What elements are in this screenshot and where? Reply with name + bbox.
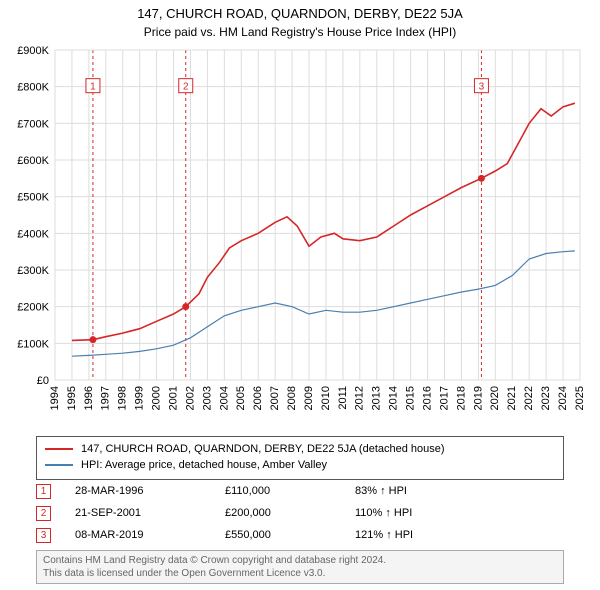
marker-hpi: 83% ↑ HPI	[355, 485, 505, 497]
svg-text:2019: 2019	[472, 386, 484, 410]
legend-label: 147, CHURCH ROAD, QUARNDON, DERBY, DE22 …	[81, 441, 445, 457]
svg-text:2013: 2013	[371, 386, 383, 410]
marker-badge: 1	[36, 484, 51, 499]
marker-date: 08-MAR-2019	[75, 529, 225, 541]
svg-text:£300K: £300K	[17, 265, 49, 277]
marker-table: 1 28-MAR-1996 £110,000 83% ↑ HPI 2 21-SE…	[36, 480, 564, 546]
legend-label: HPI: Average price, detached house, Ambe…	[81, 457, 327, 473]
marker-hpi: 110% ↑ HPI	[355, 507, 505, 519]
svg-text:2023: 2023	[540, 386, 552, 410]
svg-text:£0: £0	[37, 375, 49, 387]
svg-text:£500K: £500K	[17, 192, 49, 204]
marker-price: £200,000	[225, 507, 355, 519]
svg-text:2001: 2001	[167, 386, 179, 410]
marker-row: 1 28-MAR-1996 £110,000 83% ↑ HPI	[36, 480, 564, 502]
marker-row: 3 08-MAR-2019 £550,000 121% ↑ HPI	[36, 524, 564, 546]
legend-swatch	[45, 464, 73, 466]
svg-text:2000: 2000	[151, 386, 163, 410]
svg-text:1998: 1998	[117, 386, 129, 410]
svg-text:3: 3	[479, 82, 485, 93]
marker-date: 28-MAR-1996	[75, 485, 225, 497]
legend-swatch	[45, 448, 73, 450]
svg-text:£200K: £200K	[17, 302, 49, 314]
attribution-box: Contains HM Land Registry data © Crown c…	[36, 550, 564, 584]
title-subtitle: Price paid vs. HM Land Registry's House …	[0, 21, 600, 39]
marker-badge: 2	[36, 506, 51, 521]
svg-text:2008: 2008	[286, 386, 298, 410]
svg-text:2011: 2011	[337, 386, 349, 410]
marker-row: 2 21-SEP-2001 £200,000 110% ↑ HPI	[36, 502, 564, 524]
attribution-line: Contains HM Land Registry data © Crown c…	[43, 554, 557, 567]
svg-text:£800K: £800K	[17, 82, 49, 94]
marker-price: £110,000	[225, 485, 355, 497]
svg-text:2024: 2024	[557, 386, 569, 410]
svg-text:£100K: £100K	[17, 338, 49, 350]
legend-item: HPI: Average price, detached house, Ambe…	[45, 457, 555, 473]
svg-text:£600K: £600K	[17, 155, 49, 167]
svg-text:2: 2	[183, 82, 189, 93]
svg-text:2017: 2017	[438, 386, 450, 410]
svg-text:2018: 2018	[455, 386, 467, 410]
svg-text:2010: 2010	[320, 386, 332, 410]
svg-text:2016: 2016	[421, 386, 433, 410]
chart-area: £0 £100K £200K £300K £400K £500K £600K £700K £80…	[0, 44, 600, 430]
svg-text:2014: 2014	[388, 386, 400, 410]
chart-container: 147, CHURCH ROAD, QUARNDON, DERBY, DE22 …	[0, 0, 600, 590]
marker-hpi: 121% ↑ HPI	[355, 529, 505, 541]
svg-text:£700K: £700K	[17, 118, 49, 130]
svg-text:2022: 2022	[523, 386, 535, 410]
svg-text:1999: 1999	[134, 386, 146, 410]
legend: 147, CHURCH ROAD, QUARNDON, DERBY, DE22 …	[36, 436, 564, 480]
svg-text:2020: 2020	[489, 386, 501, 410]
svg-text:2015: 2015	[405, 386, 417, 410]
marker-badge: 3	[36, 528, 51, 543]
svg-text:2009: 2009	[303, 386, 315, 410]
svg-text:£900K: £900K	[17, 45, 49, 57]
svg-text:1995: 1995	[66, 386, 78, 410]
svg-text:2004: 2004	[218, 386, 230, 410]
marker-price: £550,000	[225, 529, 355, 541]
title-address: 147, CHURCH ROAD, QUARNDON, DERBY, DE22 …	[0, 0, 600, 21]
svg-text:1: 1	[90, 82, 96, 93]
svg-text:1994: 1994	[49, 386, 61, 410]
marker-date: 21-SEP-2001	[75, 507, 225, 519]
svg-text:2025: 2025	[574, 386, 586, 410]
svg-text:1996: 1996	[83, 386, 95, 410]
svg-text:1997: 1997	[100, 386, 112, 410]
svg-text:2006: 2006	[252, 386, 264, 410]
svg-text:2003: 2003	[201, 386, 213, 410]
svg-text:2007: 2007	[269, 386, 281, 410]
svg-text:2005: 2005	[235, 386, 247, 410]
svg-text:2002: 2002	[184, 386, 196, 410]
svg-text:£400K: £400K	[17, 228, 49, 240]
attribution-line: This data is licensed under the Open Gov…	[43, 567, 557, 580]
svg-text:2012: 2012	[354, 386, 366, 410]
legend-item: 147, CHURCH ROAD, QUARNDON, DERBY, DE22 …	[45, 441, 555, 457]
svg-text:2021: 2021	[506, 386, 518, 410]
